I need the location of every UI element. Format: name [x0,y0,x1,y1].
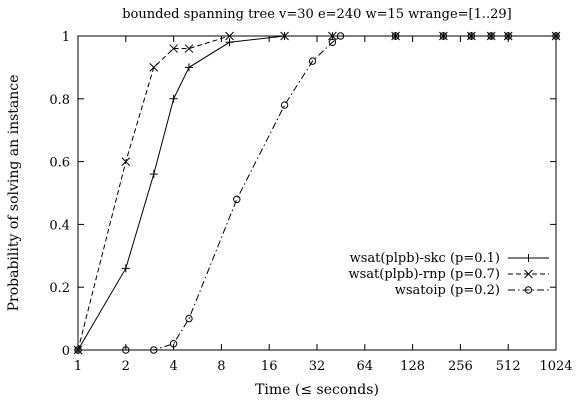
plus-marker [121,264,130,273]
legend-label: wsatoip (p=0.2) [395,283,500,298]
cross-marker [169,44,178,53]
circle-marker [552,32,560,40]
circle-marker [467,32,476,40]
y-tick-label: 0.4 [49,218,70,233]
x-tick-label: 16 [261,359,278,374]
plus-marker [184,63,193,72]
plus-marker [225,38,234,47]
series-3 [74,32,560,354]
cross-marker [149,63,159,72]
x-tick-label: 4 [169,359,177,374]
series-2 [73,31,561,355]
cross-marker [328,31,337,41]
circle-marker [308,57,317,65]
x-tick-label: 8 [217,359,225,374]
cross-marker [391,31,400,41]
legend: wsat(plpb)-skc (p=0.1)wsat(plpb)-rnp (p=… [348,251,549,298]
circle-marker [336,32,345,40]
series-line [77,35,556,351]
circle-marker [524,286,533,294]
x-tick-label: 256 [448,359,473,374]
x-tick-label: 128 [400,359,425,374]
circle-marker [391,32,400,40]
series-layer [73,31,561,355]
legend-label: wsat(plpb)-skc (p=0.1) [350,251,500,266]
circle-marker [122,346,130,354]
x-tick-label: 32 [309,359,326,374]
plus-marker [169,94,178,103]
cross-marker [551,31,561,41]
circle-marker [439,32,448,40]
y-axis-label: Probability of solving an instance [6,75,22,312]
cross-marker [524,269,533,279]
y-tick-label: 0.6 [49,156,70,171]
circle-marker [328,38,337,46]
circle-marker [504,32,512,40]
x-axis-label: Time (≤ seconds) [255,382,379,398]
cross-marker [503,31,513,41]
x-tick-label: 2 [122,359,130,374]
circle-marker [233,195,241,203]
plot-frame [77,35,557,351]
series-line [77,35,556,351]
y-tick-label: 0.2 [49,281,70,296]
axis-ticks: 1 2 4 8 16 32 64 128 256 512 1024 0 0.2 0.4 0.6 0.8 1 [49,30,572,374]
circle-marker [74,346,82,354]
plus-marker [149,170,158,179]
y-tick-label: 0.8 [49,93,70,108]
x-tick-label: 512 [496,359,521,374]
circle-marker [280,101,289,109]
cross-marker [121,157,131,166]
legend-label: wsat(plpb)-rnp (p=0.7) [348,267,500,282]
circle-marker [150,346,158,354]
y-tick-label: 0 [62,344,70,359]
series-1 [74,32,560,354]
chart-title: bounded spanning tree v=30 e=240 w=15 wr… [122,7,512,22]
circle-marker [487,32,495,40]
circle-marker [169,340,178,348]
cross-marker [280,31,289,41]
plus-marker [524,254,533,262]
circle-marker [185,314,193,323]
y-tick-label: 1 [62,30,70,45]
x-tick-label: 1024 [539,359,572,374]
cross-marker [225,31,234,41]
x-tick-label: 1 [74,359,82,374]
series-line [78,35,556,351]
x-tick-label: 64 [357,359,374,374]
cross-marker [184,44,194,53]
